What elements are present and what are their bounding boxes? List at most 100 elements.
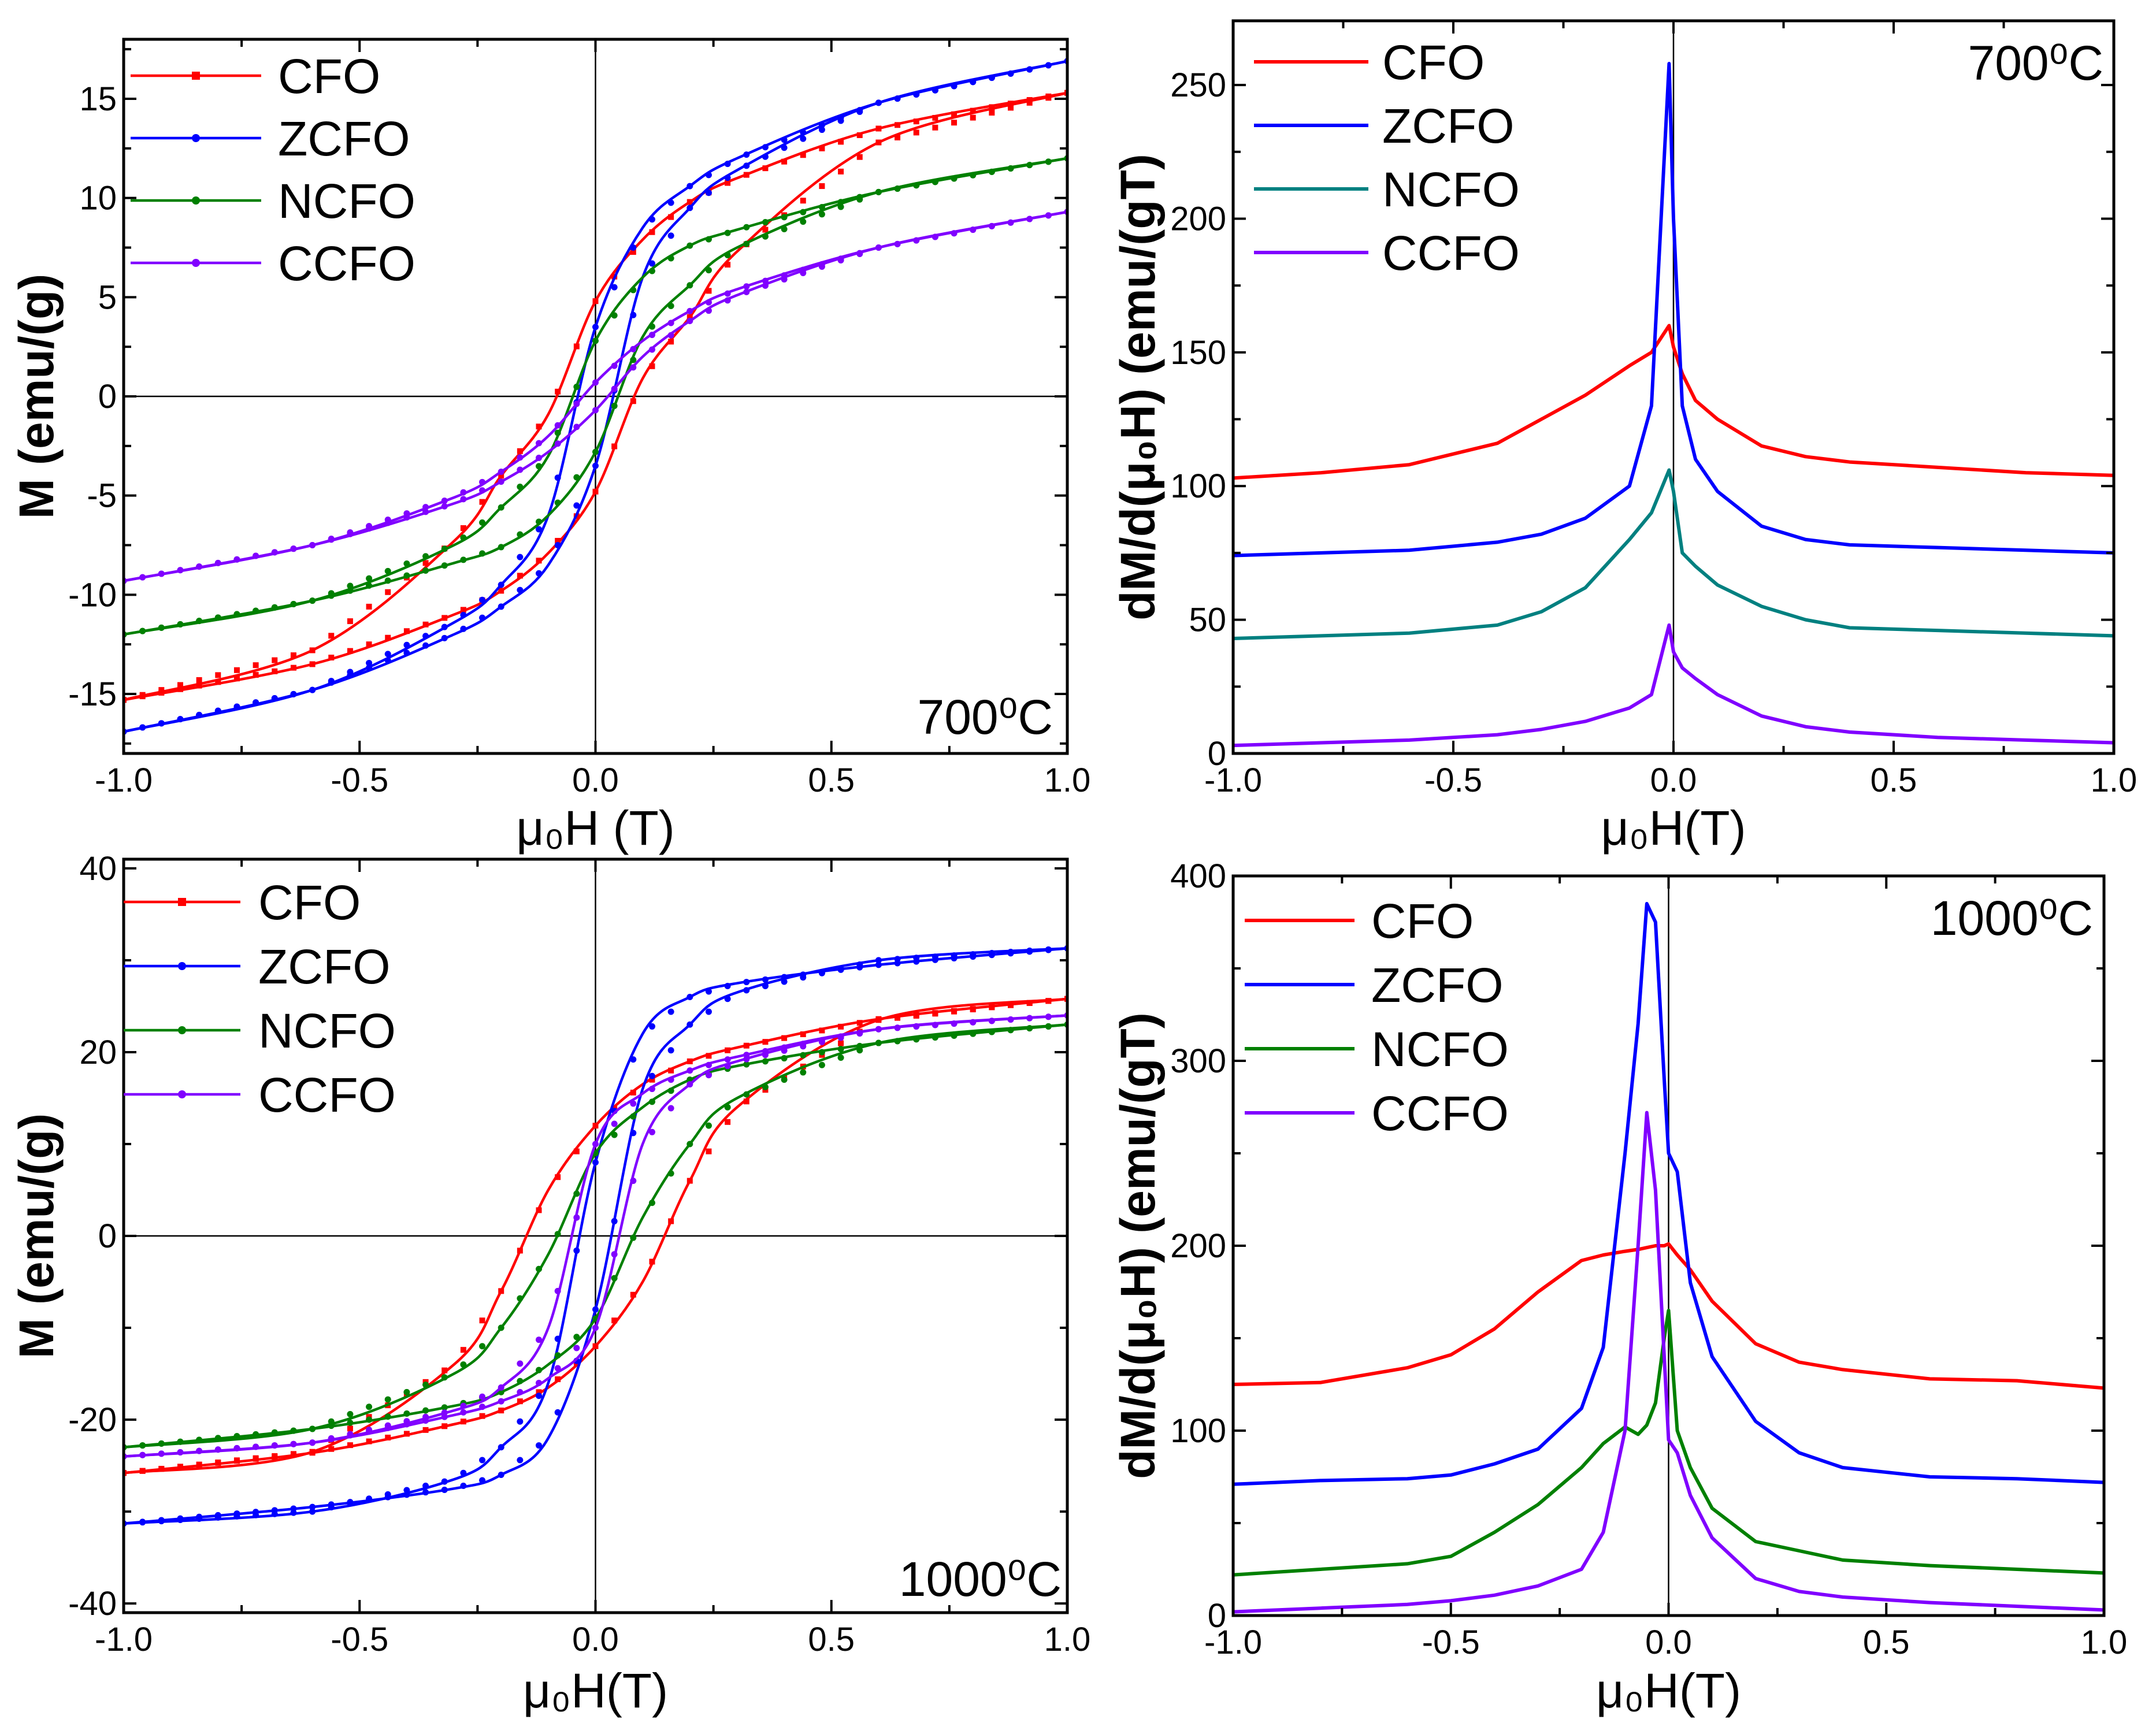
- data-point-NCFO: [724, 1104, 731, 1111]
- data-point-ZCFO: [441, 1486, 448, 1493]
- data-point-CFO: [196, 677, 202, 683]
- data-point-NCFO: [705, 267, 712, 274]
- x-tick-label: 0.0: [572, 762, 619, 799]
- data-point-NCFO: [724, 252, 731, 259]
- legend-item-ZCFO: ZCFO: [131, 112, 410, 166]
- data-point-NCFO: [441, 1404, 448, 1411]
- data-point-CFO: [895, 122, 901, 128]
- y-tick-label: 300: [1170, 1042, 1226, 1080]
- data-point-CFO: [630, 1291, 636, 1298]
- data-point-CCFO: [724, 1056, 731, 1063]
- data-point-ZCFO: [724, 996, 731, 1002]
- data-point-NCFO: [762, 1058, 769, 1065]
- y-tick-label: -15: [68, 675, 117, 713]
- legend: CFO ZCFO NCFO CCFO: [1245, 894, 1509, 1141]
- data-point-ZCFO: [403, 641, 410, 648]
- data-point-ZCFO: [630, 1056, 637, 1063]
- data-point-CFO: [686, 1178, 693, 1184]
- data-point-CCFO: [932, 1022, 938, 1028]
- data-point-CFO: [762, 226, 769, 233]
- data-point-CFO: [838, 168, 844, 174]
- data-point-ZCFO: [328, 1501, 335, 1508]
- data-point-ZCFO: [422, 1483, 429, 1490]
- data-point-CCFO: [932, 233, 938, 240]
- data-point-CCFO: [554, 440, 561, 447]
- data-point-CFO: [819, 1027, 825, 1034]
- x-tick-label: -0.5: [331, 762, 388, 799]
- data-point-ZCFO: [233, 1510, 240, 1517]
- data-point-CCFO: [762, 277, 769, 284]
- data-point-CCFO: [988, 222, 995, 229]
- legend-label: CFO: [1382, 35, 1485, 90]
- data-point-NCFO: [441, 545, 448, 552]
- data-point-ZCFO: [536, 1442, 543, 1449]
- data-point-CFO: [1045, 95, 1052, 101]
- data-point-ZCFO: [724, 982, 731, 989]
- data-point-ZCFO: [856, 961, 863, 968]
- y-tick-label: -20: [68, 1401, 117, 1439]
- data-point-CFO: [555, 1174, 561, 1180]
- data-point-CFO: [573, 343, 580, 350]
- data-point-ZCFO: [705, 1008, 712, 1015]
- y-tick-label: 100: [1170, 467, 1226, 505]
- data-point-ZCFO: [592, 1159, 599, 1166]
- data-point-NCFO: [837, 1046, 844, 1053]
- legend-item-ZCFO: ZCFO: [1254, 99, 1515, 153]
- temperature-annotation: 700⁰C: [1968, 36, 2104, 90]
- series-group: [124, 945, 1067, 1527]
- data-point-CCFO: [611, 362, 618, 369]
- data-point-CFO: [970, 1007, 976, 1013]
- data-point-CCFO: [498, 478, 504, 485]
- data-point-NCFO: [970, 1030, 977, 1037]
- data-point-CFO: [422, 560, 429, 566]
- data-point-NCFO: [818, 211, 825, 218]
- legend-item-NCFO: NCFO: [124, 1004, 396, 1058]
- x-tick-label: 0.5: [808, 1621, 855, 1658]
- data-point-CFO: [686, 314, 693, 320]
- data-point-CFO: [441, 615, 448, 621]
- data-point-CFO: [649, 229, 655, 235]
- data-point-NCFO: [422, 1382, 429, 1388]
- data-point-NCFO: [1045, 1023, 1052, 1030]
- data-point-ZCFO: [686, 205, 693, 211]
- data-point-CFO: [517, 573, 523, 579]
- data-point-CCFO: [781, 1047, 788, 1054]
- data-point-ZCFO: [686, 994, 693, 1001]
- data-point-NCFO: [762, 233, 769, 240]
- data-point-CFO: [989, 110, 995, 116]
- data-point-NCFO: [366, 582, 373, 589]
- data-point-NCFO: [573, 384, 580, 391]
- data-point-ZCFO: [648, 1072, 655, 1079]
- legend: CFO ZCFO NCFO CCFO: [131, 49, 415, 291]
- data-point-CFO: [366, 641, 372, 648]
- data-point-CFO: [800, 1031, 806, 1037]
- data-point-NCFO: [800, 209, 807, 216]
- data-point-CFO: [762, 165, 769, 172]
- data-point-CCFO: [479, 1393, 486, 1400]
- data-point-CCFO: [366, 525, 373, 532]
- data-point-ZCFO: [667, 1047, 674, 1054]
- legend-marker: [192, 72, 200, 80]
- x-tick-label: -0.5: [331, 1621, 388, 1658]
- x-tick-label: -0.5: [1424, 762, 1482, 799]
- data-point-CFO: [686, 199, 693, 205]
- data-point-CFO: [781, 158, 788, 165]
- data-point-CCFO: [460, 489, 467, 496]
- data-point-CCFO: [347, 1432, 354, 1439]
- data-point-NCFO: [837, 1054, 844, 1061]
- data-point-CFO: [838, 1023, 844, 1030]
- data-point-CCFO: [800, 1043, 807, 1050]
- data-point-CFO: [479, 1317, 485, 1324]
- data-point-ZCFO: [366, 1496, 373, 1503]
- legend-label: ZCFO: [1371, 958, 1504, 1012]
- data-point-CFO: [856, 154, 863, 160]
- data-point-ZCFO: [422, 633, 429, 640]
- data-point-CFO: [856, 1020, 863, 1026]
- legend-label: NCFO: [1371, 1022, 1509, 1076]
- data-point-NCFO: [177, 1438, 184, 1445]
- data-point-NCFO: [366, 1416, 373, 1423]
- data-point-NCFO: [384, 1396, 391, 1403]
- data-point-CFO: [309, 661, 316, 667]
- data-point-NCFO: [988, 168, 995, 175]
- y-axis-label: M (emu/(g): [9, 1113, 64, 1359]
